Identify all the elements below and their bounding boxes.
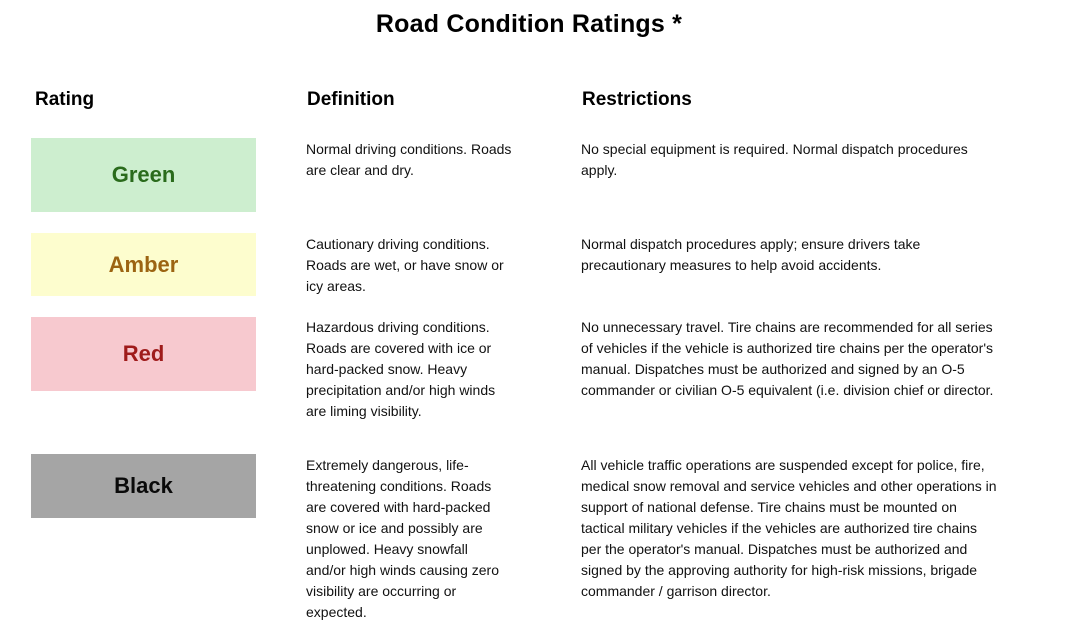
rating-badge-red: Red [31,317,256,391]
definition-green: Normal driving conditions. Roads are cle… [306,141,512,178]
restrictions-green: No special equipment is required. Normal… [581,141,968,178]
rating-badge-green: Green [31,138,256,212]
rating-badge-black: Black [31,454,256,518]
definition-red: Hazardous driving conditions. Roads are … [306,319,496,419]
column-header-rating: Rating [35,89,95,110]
definition-amber: Cautionary driving conditions. Roads are… [306,236,504,294]
column-header-restrictions: Restrictions [582,89,692,110]
restrictions-black: All vehicle traffic operations are suspe… [581,457,997,599]
column-header-definition: Definition [307,89,395,110]
restrictions-amber: Normal dispatch procedures apply; ensure… [581,236,921,273]
page-title: Road Condition Ratings * [375,10,683,38]
definition-black: Extremely dangerous, life- threatening c… [306,457,500,620]
restrictions-red: No unnecessary travel. Tire chains are r… [581,319,994,398]
rating-badge-amber: Amber [31,233,256,296]
